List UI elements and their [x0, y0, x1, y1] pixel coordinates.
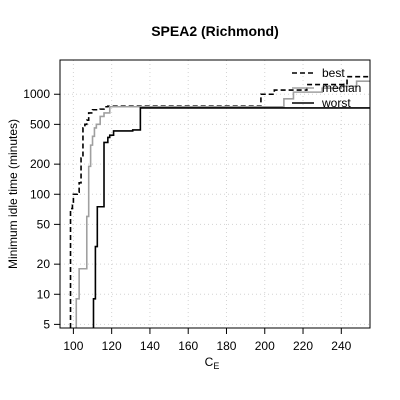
legend-median-label: median	[322, 81, 361, 95]
x-tick-label: 240	[331, 339, 351, 353]
y-tick-label: 20	[37, 257, 51, 271]
y-axis-title: Minimum idle time (minutes)	[6, 119, 20, 269]
x-tick-label: 220	[293, 339, 313, 353]
grid	[60, 60, 370, 328]
y-tick-label: 500	[30, 117, 50, 131]
series-median-line	[75, 80, 370, 328]
x-tick-label: 120	[102, 339, 122, 353]
y-tick-label: 200	[30, 157, 50, 171]
x-axis-title: CE	[205, 355, 220, 371]
legend-worst-label: worst	[321, 96, 351, 110]
x-axis-title-subscript: E	[213, 361, 219, 371]
y-tick-label: 1000	[23, 87, 50, 101]
x-tick-label: 180	[216, 339, 236, 353]
x-tick-label: 140	[140, 339, 160, 353]
y-tick-label: 10	[37, 287, 51, 301]
x-axis: 100 120 140 160 180 200 220 240	[63, 328, 352, 353]
series-worst-line	[92, 107, 370, 328]
x-tick-label: 160	[178, 339, 198, 353]
y-axis: 5 10 20 50 100 200 500 1000	[23, 87, 60, 331]
x-tick-label: 100	[63, 339, 83, 353]
chart-title: SPEA2 (Richmond)	[151, 23, 279, 39]
series-best-line	[69, 75, 370, 328]
y-tick-label: 100	[30, 187, 50, 201]
y-tick-label: 5	[43, 317, 50, 331]
x-tick-label: 200	[255, 339, 275, 353]
x-axis-title-main: C	[205, 355, 214, 369]
legend-best-label: best	[322, 66, 345, 80]
y-tick-label: 50	[37, 217, 51, 231]
series-lines	[69, 75, 370, 328]
